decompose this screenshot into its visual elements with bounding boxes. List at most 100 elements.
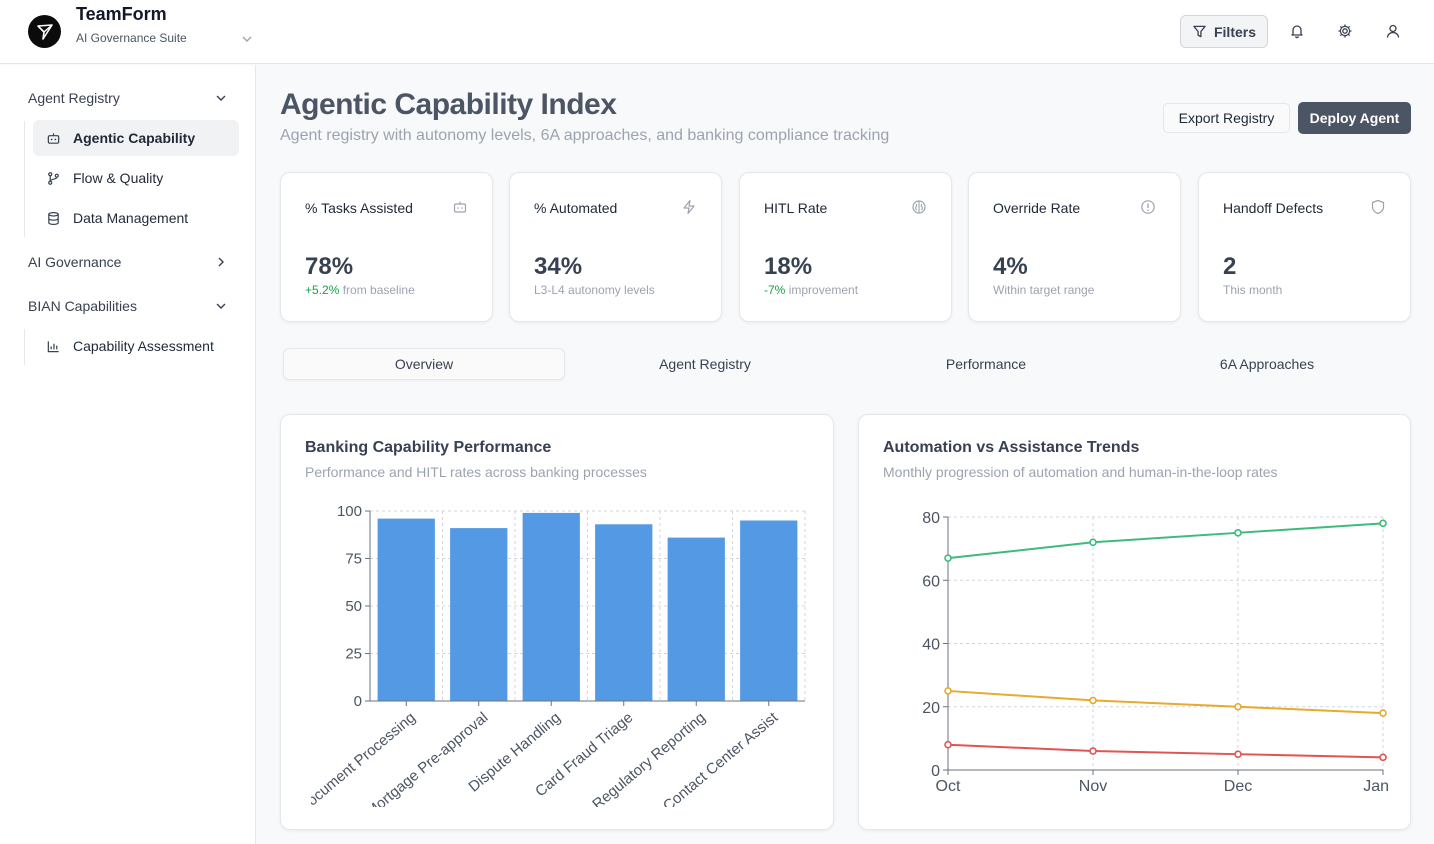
alert-circle-icon: [1141, 200, 1155, 214]
y-tick-label: 25: [345, 646, 362, 663]
top-bar: TeamForm AI Governance Suite Filters: [0, 0, 1434, 64]
chevron-down-icon: [216, 303, 226, 309]
x-tick-label: Jan: [1363, 778, 1389, 795]
kpi-value: 2: [1223, 253, 1237, 280]
page-title: Agentic Capability Index: [280, 88, 617, 121]
git-branch-icon: [48, 171, 59, 185]
sidebar: Agent Registry Agentic Capability Flow &…: [0, 65, 256, 844]
kpi-label: HITL Rate: [764, 200, 828, 216]
sidebar-item-label: Data Management: [73, 210, 189, 226]
brain-icon: [912, 200, 926, 214]
x-tick-label: Dec: [1224, 778, 1252, 795]
bar-chart-icon: [47, 340, 59, 352]
chevron-down-icon[interactable]: [240, 32, 254, 46]
deploy-agent-button[interactable]: Deploy Agent: [1298, 102, 1411, 134]
export-registry-button[interactable]: Export Registry: [1163, 103, 1290, 133]
database-icon: [48, 211, 59, 225]
x-tick-label: Document Processing: [295, 709, 418, 816]
divider: [24, 329, 25, 365]
user-icon[interactable]: [1383, 21, 1403, 41]
logo-glyph-icon: [36, 23, 53, 40]
y-tick-label: 80: [922, 510, 940, 527]
sidebar-item-label: Agentic Capability: [73, 130, 196, 146]
series-line: [947, 743, 1384, 759]
x-tick-label: Nov: [1079, 778, 1107, 795]
tab-performance[interactable]: Performance: [945, 356, 1027, 372]
kpi-note-text: from baseline: [342, 283, 415, 297]
gear-icon[interactable]: [1335, 21, 1355, 41]
bell-icon[interactable]: [1287, 21, 1307, 41]
line-chart: 0 20 40 60 80 Oct Nov Dec Jan: [922, 510, 1389, 795]
filters-button[interactable]: Filters: [1180, 15, 1268, 48]
chart-title: Banking Capability Performance: [305, 439, 552, 456]
shield-icon: [1371, 199, 1385, 215]
kpi-card-handoff-defects: Handoff Defects 2 This month: [1198, 172, 1411, 322]
series-line: [947, 522, 1384, 560]
sidebar-item-label: Capability Assessment: [73, 338, 214, 354]
y-tick-label: 40: [922, 637, 940, 654]
kpi-delta: -7%: [764, 283, 786, 297]
sidebar-section-bian-capabilities[interactable]: BIAN Capabilities: [28, 295, 228, 317]
kpi-delta: +5.2%: [305, 283, 340, 297]
y-tick-label: 100: [337, 503, 362, 520]
lightning-icon: [683, 199, 695, 215]
sidebar-item-label: Flow & Quality: [73, 170, 164, 186]
app-name: TeamForm: [76, 4, 167, 24]
tab-agent-registry[interactable]: Agent Registry: [659, 356, 751, 372]
sidebar-item-data-management[interactable]: Data Management: [33, 200, 239, 236]
view-tabs: Overview Agent Registry Performance 6A A…: [281, 346, 1409, 382]
chart-title: Automation vs Assistance Trends: [883, 439, 1140, 456]
sidebar-item-agentic-capability[interactable]: Agentic Capability: [33, 120, 239, 156]
kpi-note: -7% improvement: [764, 283, 858, 297]
bar: [450, 528, 508, 701]
data-point: [1234, 750, 1242, 758]
data-point: [944, 554, 952, 562]
data-point: [944, 740, 952, 749]
app-logo[interactable]: [28, 15, 61, 48]
bar: [740, 520, 798, 701]
kpi-card-override-rate: Override Rate 4% Within target range: [968, 172, 1181, 322]
bar: [377, 518, 435, 701]
data-point: [1234, 702, 1242, 711]
bar: [522, 512, 580, 701]
data-point: [1379, 709, 1387, 717]
kpi-card-tasks-assisted: % Tasks Assisted 78% +5.2% from baseline: [280, 172, 493, 322]
tab-overview[interactable]: Overview: [283, 348, 565, 380]
filter-icon: [1193, 25, 1206, 38]
y-tick-label: 75: [345, 551, 362, 568]
x-tick-label: Mortgage Pre-approval: [363, 709, 491, 821]
sidebar-section-ai-governance[interactable]: AI Governance: [28, 251, 228, 273]
y-tick-label: 50: [345, 598, 362, 615]
series-line: [947, 689, 1384, 715]
sidebar-section-agent-registry[interactable]: Agent Registry: [28, 87, 228, 109]
kpi-value: 18%: [764, 253, 813, 280]
kpi-note: +5.2% from baseline: [305, 283, 415, 297]
kpi-note-text: improvement: [788, 283, 859, 297]
y-tick-label: 0: [931, 763, 940, 780]
kpi-value: 34%: [534, 253, 583, 280]
banking-capability-card: Banking Capability Performance Performan…: [280, 414, 834, 830]
sidebar-item-capability-assessment[interactable]: Capability Assessment: [33, 328, 239, 364]
automation-trends-card: Automation vs Assistance Trends Monthly …: [858, 414, 1411, 830]
tab-6a-approaches[interactable]: 6A Approaches: [1219, 356, 1315, 372]
suite-selector[interactable]: AI Governance Suite: [76, 31, 187, 45]
chevron-right-icon: [218, 257, 224, 267]
y-tick-label: 60: [922, 573, 940, 590]
kpi-value: 4%: [993, 253, 1028, 280]
kpi-card-automated: % Automated 34% L3-L4 autonomy levels: [509, 172, 722, 322]
page-subtitle: Agent registry with autonomy levels, 6A …: [280, 127, 890, 144]
kpi-note: Within target range: [993, 283, 1095, 297]
bar: [667, 537, 725, 701]
section-label: BIAN Capabilities: [28, 298, 137, 314]
kpi-label: Handoff Defects: [1223, 200, 1324, 216]
data-point: [1379, 753, 1387, 762]
chart-subtitle: Monthly progression of automation and hu…: [883, 464, 1278, 480]
robot-icon: [47, 132, 60, 144]
sidebar-item-flow-quality[interactable]: Flow & Quality: [33, 160, 239, 196]
data-point: [1089, 747, 1097, 755]
data-point: [944, 687, 952, 695]
kpi-label: % Automated: [534, 200, 618, 216]
y-tick-label: 0: [354, 693, 362, 710]
